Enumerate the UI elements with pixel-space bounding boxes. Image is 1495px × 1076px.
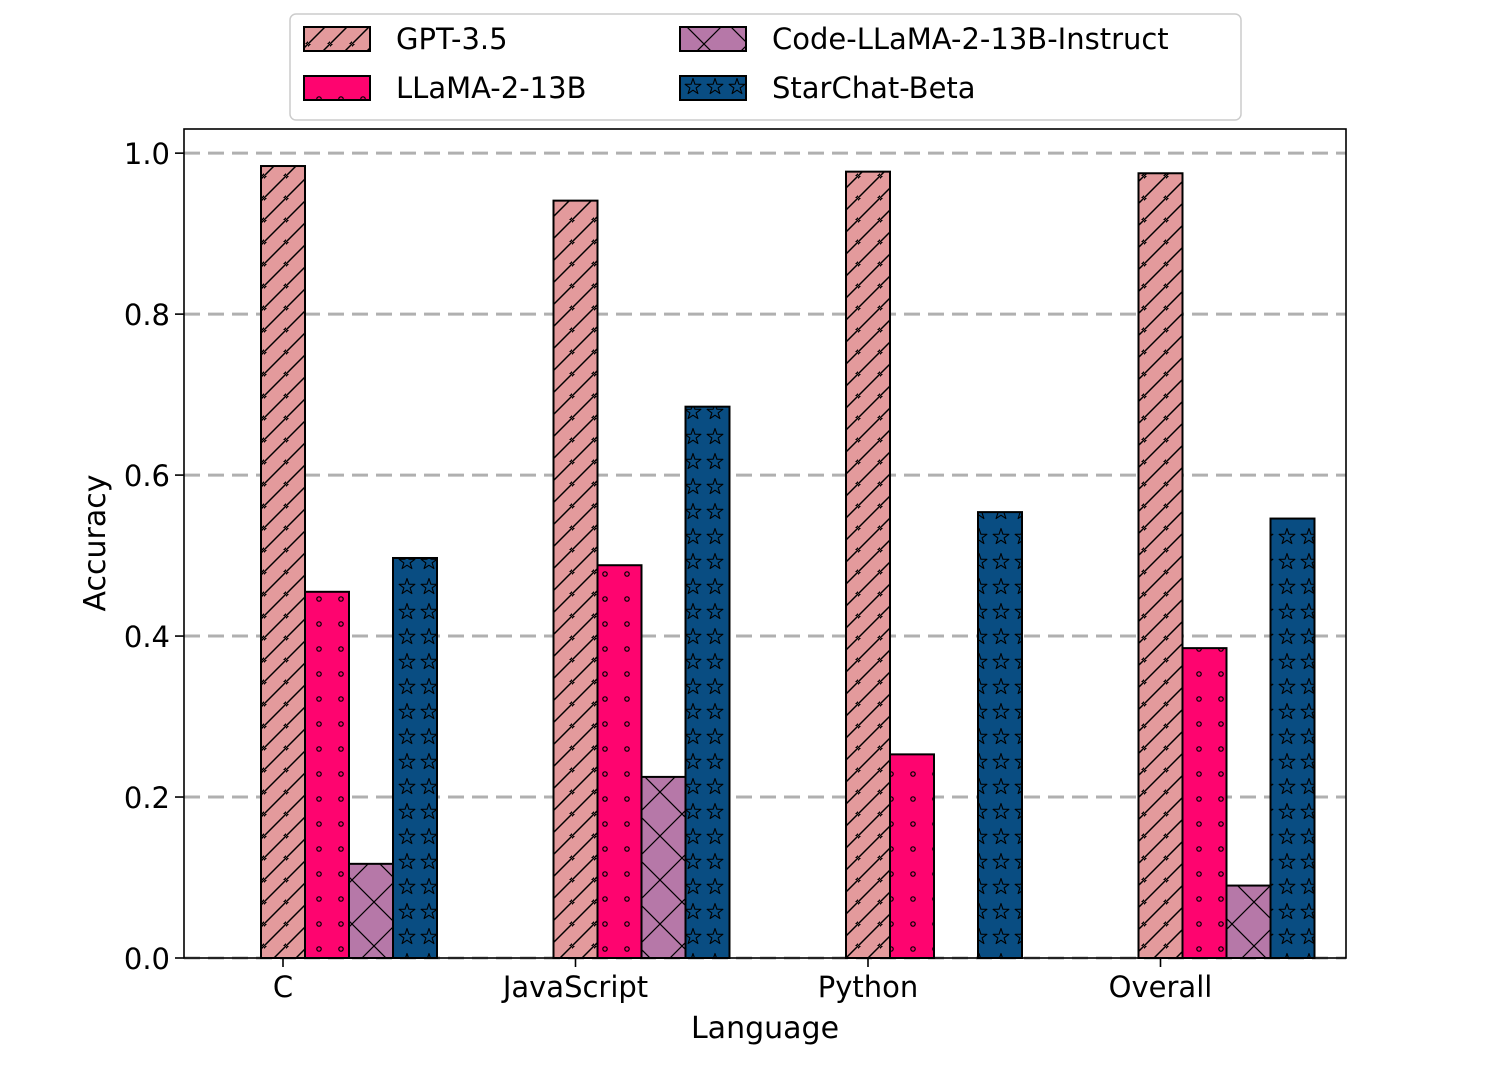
bar-outline <box>392 556 438 959</box>
bar-outline <box>596 564 643 959</box>
legend-label: GPT-3.5 <box>396 22 508 56</box>
bar-outline <box>552 199 599 960</box>
x-tick-label: Overall <box>1109 970 1213 1004</box>
bar-outline <box>977 511 1023 959</box>
legend-swatch-outline <box>679 75 747 101</box>
legend-swatch-outline <box>303 75 371 101</box>
bar-outline <box>1181 647 1228 959</box>
bar-outline <box>260 165 306 959</box>
bar-outline <box>1137 172 1184 960</box>
y-tick-label: 0.6 <box>124 459 170 493</box>
bar-outline <box>640 775 687 960</box>
legend: GPT-3.5 LLaMA-2-13B Code-LLaMA-2-13B-Instr… <box>289 13 1242 121</box>
x-tick-label: Python <box>818 970 919 1004</box>
x-tick-label: C <box>273 970 293 1004</box>
bar-outline <box>684 405 731 959</box>
x-axis-label: Language <box>691 1011 839 1046</box>
y-tick-label: 1.0 <box>124 137 170 171</box>
y-axis: 0.0 0.2 0.4 0.6 0.8 1.0 <box>124 137 184 976</box>
legend-label: LLaMA-2-13B <box>396 71 586 105</box>
legend-swatch-outline <box>303 26 371 52</box>
bar-outline <box>304 590 350 959</box>
legend-label: StarChat-Beta <box>772 71 976 105</box>
y-tick-label: 0.0 <box>124 942 170 976</box>
bar-outline <box>845 170 891 959</box>
x-tick-label: JavaScript <box>501 970 648 1004</box>
bar-outline <box>889 753 935 959</box>
bar-outline <box>348 862 394 959</box>
legend-swatch-outline <box>679 26 747 52</box>
bar-outline <box>1269 517 1316 959</box>
y-tick-label: 0.2 <box>124 781 170 815</box>
y-tick-label: 0.8 <box>124 298 170 332</box>
bar-outline <box>1225 884 1272 959</box>
bars-layer <box>260 165 1316 960</box>
y-axis-label: Accuracy <box>78 475 113 612</box>
legend-label: Code-LLaMA-2-13B-Instruct <box>772 22 1169 56</box>
plot-frame <box>183 128 1347 959</box>
legend-box <box>289 13 1242 121</box>
x-axis: C JavaScript Python Overall <box>273 958 1212 1004</box>
y-tick-label: 0.4 <box>124 620 170 654</box>
